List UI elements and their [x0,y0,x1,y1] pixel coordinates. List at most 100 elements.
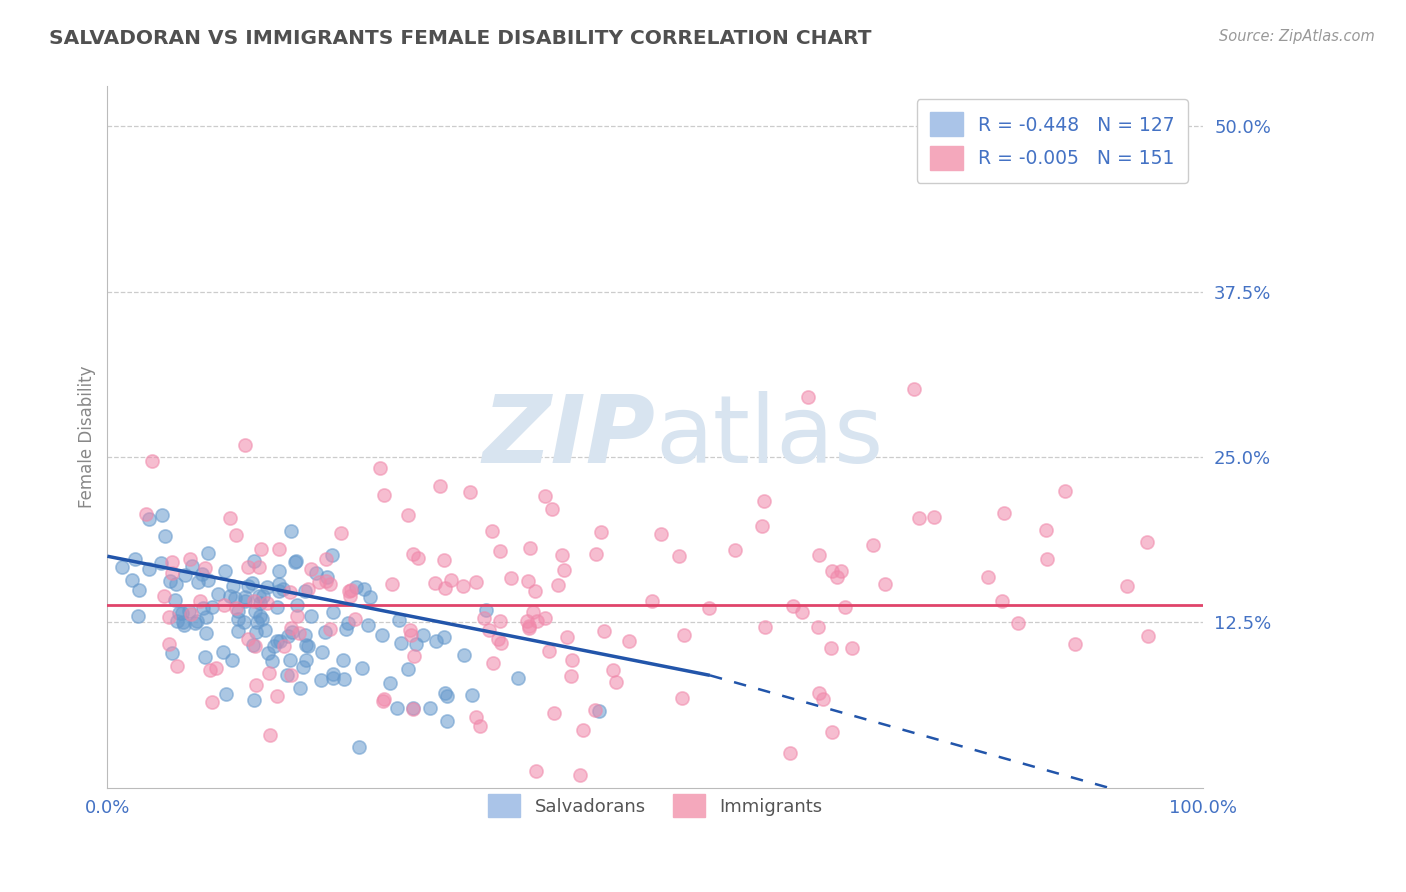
Point [373,692,395,706]
Point [233,590,256,604]
Text: atlas: atlas [655,391,883,483]
Point [247,560,270,574]
Point [330,525,353,540]
Point [482,656,505,670]
Point [571,723,593,737]
Point [141,454,163,468]
Point [252,589,274,603]
Point [419,701,441,715]
Point [259,666,281,681]
Point [516,574,538,588]
Point [569,767,592,781]
Point [398,624,420,638]
Point [294,628,316,642]
Point [314,625,336,640]
Point [238,578,260,592]
Point [398,662,420,676]
Point [127,609,149,624]
Point [166,614,188,628]
Point [236,632,259,646]
Point [295,638,318,652]
Point [993,506,1015,520]
Point [259,728,281,742]
Point [807,686,830,700]
Point [605,675,627,690]
Point [451,579,474,593]
Point [243,593,266,607]
Point [825,570,848,584]
Point [423,576,446,591]
Point [280,524,302,538]
Point [322,671,344,685]
Point [344,612,367,626]
Point [779,746,801,760]
Point [517,619,540,633]
Point [232,615,254,630]
Point [724,543,747,558]
Point [332,652,354,666]
Point [280,668,302,682]
Point [322,666,344,681]
Point [218,511,240,525]
Point [238,559,260,574]
Point [249,541,271,556]
Point [225,528,247,542]
Point [903,382,925,396]
Point [436,714,458,728]
Point [335,622,357,636]
Point [155,529,177,543]
Point [180,607,202,621]
Point [668,549,690,563]
Point [412,628,434,642]
Point [207,587,229,601]
Point [184,615,207,630]
Point [402,547,425,561]
Point [246,615,269,629]
Point [359,590,381,604]
Point [464,710,486,724]
Point [135,508,157,522]
Point [214,564,236,578]
Point [250,612,273,626]
Point [165,576,187,591]
Point [381,576,404,591]
Point [808,549,831,563]
Point [465,574,488,589]
Point [224,591,246,605]
Point [271,582,294,597]
Point [429,479,451,493]
Point [486,632,509,646]
Point [278,585,301,599]
Point [752,494,775,508]
Point [533,611,555,625]
Point [273,639,295,653]
Point [249,608,271,623]
Point [807,620,830,634]
Point [588,704,610,718]
Point [225,600,247,615]
Text: Source: ZipAtlas.com: Source: ZipAtlas.com [1219,29,1375,44]
Point [188,593,211,607]
Point [153,589,176,603]
Point [278,653,301,667]
Point [267,577,290,591]
Point [908,511,931,525]
Point [128,583,150,598]
Point [193,650,215,665]
Point [280,622,302,636]
Point [820,641,842,656]
Point [288,625,311,640]
Point [751,518,773,533]
Point [201,695,224,709]
Point [311,645,333,659]
Point [349,739,371,754]
Point [790,605,813,619]
Point [266,634,288,648]
Point [385,701,408,715]
Point [319,576,342,591]
Point [585,547,607,561]
Point [540,502,562,516]
Point [551,548,574,562]
Point [186,614,208,628]
Point [205,661,228,675]
